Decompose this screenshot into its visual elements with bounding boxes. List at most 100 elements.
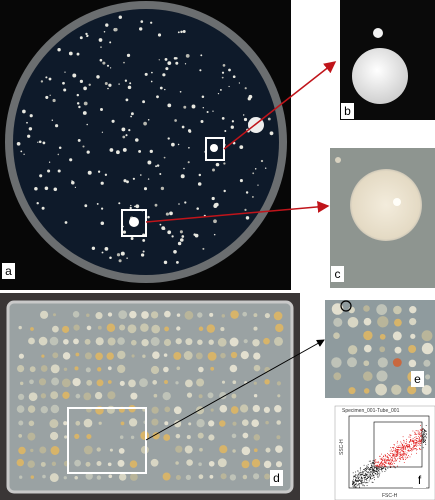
event bbox=[419, 448, 420, 450]
colony bbox=[153, 393, 158, 398]
colony bbox=[95, 337, 104, 346]
event bbox=[402, 453, 404, 455]
event bbox=[352, 481, 354, 483]
colony bbox=[185, 474, 192, 481]
event bbox=[372, 471, 374, 472]
event bbox=[355, 479, 356, 480]
panel-label: f bbox=[418, 473, 422, 487]
event bbox=[357, 481, 359, 483]
colony bbox=[184, 310, 194, 320]
colony bbox=[211, 196, 215, 201]
event bbox=[369, 469, 371, 471]
colony bbox=[252, 339, 260, 347]
colony bbox=[19, 475, 23, 479]
event bbox=[382, 459, 384, 461]
event bbox=[384, 461, 386, 463]
event bbox=[386, 456, 388, 458]
event bbox=[422, 436, 424, 438]
colony bbox=[86, 325, 92, 331]
event bbox=[357, 478, 359, 479]
event bbox=[364, 472, 366, 474]
event bbox=[418, 440, 420, 441]
colony bbox=[251, 419, 260, 428]
colony bbox=[273, 311, 283, 321]
colony bbox=[135, 204, 140, 209]
event bbox=[362, 474, 364, 476]
event bbox=[423, 434, 424, 436]
event bbox=[405, 454, 407, 456]
event bbox=[404, 451, 406, 453]
event bbox=[388, 463, 390, 465]
colony bbox=[29, 366, 36, 373]
event bbox=[364, 480, 365, 482]
panel-label: e bbox=[414, 372, 421, 386]
event bbox=[367, 464, 369, 466]
event bbox=[367, 477, 368, 479]
colony bbox=[134, 205, 136, 208]
event bbox=[389, 455, 390, 456]
colony bbox=[69, 158, 73, 162]
colony bbox=[127, 324, 137, 334]
event bbox=[364, 477, 366, 478]
colony bbox=[107, 366, 112, 371]
event bbox=[384, 460, 386, 462]
event bbox=[416, 440, 418, 442]
event bbox=[390, 447, 392, 449]
colony bbox=[64, 435, 68, 439]
event bbox=[417, 432, 419, 434]
event bbox=[409, 441, 411, 443]
colony bbox=[252, 404, 260, 413]
event bbox=[371, 467, 373, 469]
colony bbox=[76, 93, 80, 97]
colony bbox=[186, 392, 193, 398]
colony bbox=[175, 381, 179, 385]
colony bbox=[57, 169, 61, 173]
colony bbox=[162, 472, 171, 481]
colony bbox=[125, 134, 128, 137]
arrow bbox=[145, 200, 330, 223]
event bbox=[421, 435, 422, 437]
event bbox=[374, 460, 376, 461]
event bbox=[412, 447, 414, 449]
event bbox=[411, 440, 413, 442]
event bbox=[420, 441, 422, 443]
colony bbox=[83, 101, 88, 106]
colony bbox=[72, 73, 77, 78]
event bbox=[400, 448, 402, 450]
colony bbox=[352, 48, 408, 104]
event bbox=[404, 444, 405, 446]
colony bbox=[213, 233, 216, 236]
colony bbox=[143, 121, 147, 126]
event bbox=[365, 468, 367, 470]
event bbox=[395, 453, 397, 455]
panel-label: b bbox=[344, 104, 351, 118]
colony bbox=[208, 339, 214, 345]
event bbox=[397, 447, 398, 448]
colony bbox=[158, 59, 160, 61]
event bbox=[375, 459, 377, 460]
event bbox=[376, 469, 377, 471]
event bbox=[357, 476, 358, 478]
colony bbox=[275, 461, 283, 468]
event bbox=[386, 460, 388, 462]
event bbox=[390, 467, 391, 468]
event bbox=[413, 441, 414, 442]
event bbox=[402, 454, 403, 455]
colony bbox=[100, 181, 104, 185]
colony bbox=[142, 100, 146, 104]
colony bbox=[263, 406, 270, 413]
event bbox=[357, 470, 359, 472]
colony bbox=[117, 350, 126, 360]
event bbox=[414, 439, 416, 440]
event bbox=[420, 449, 422, 450]
colony bbox=[181, 235, 185, 238]
colony bbox=[217, 458, 227, 468]
colony bbox=[173, 351, 182, 360]
colony bbox=[106, 64, 110, 67]
colony bbox=[19, 381, 24, 386]
colony bbox=[198, 326, 204, 332]
colony bbox=[230, 351, 238, 359]
colony bbox=[253, 473, 260, 480]
colony bbox=[50, 446, 60, 455]
event bbox=[372, 475, 374, 476]
